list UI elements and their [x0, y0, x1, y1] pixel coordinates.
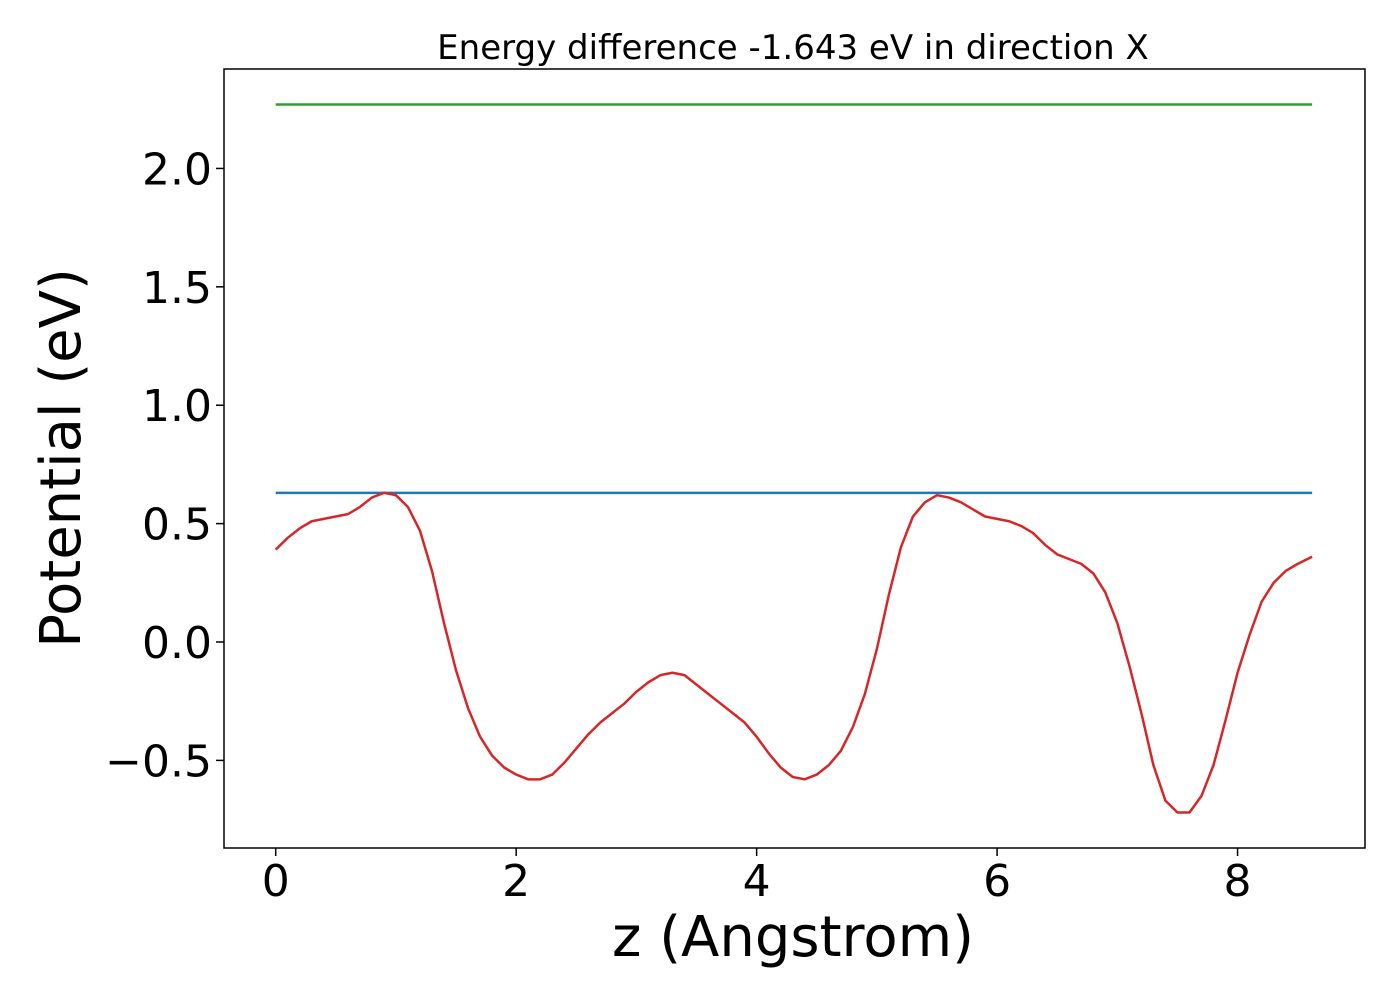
x-tick-label: 8	[1224, 856, 1252, 907]
y-tick-label: 1.0	[142, 381, 212, 432]
x-axis-label: z (Angstrom)	[612, 905, 974, 970]
x-tick-label: 4	[743, 856, 771, 907]
y-tick-label: 2.0	[142, 144, 212, 195]
y-axis-ticks: −0.5 0.0 0.5 1.0 1.5 2.0	[105, 144, 224, 787]
x-tick-label: 2	[502, 856, 530, 907]
chart-title: Energy difference -1.643 eV in direction…	[437, 28, 1149, 68]
x-tick-label: 0	[262, 856, 290, 907]
series-line-2	[274, 491, 1313, 814]
x-tick-label: 6	[983, 856, 1011, 907]
y-tick-label: 0.0	[142, 618, 212, 669]
y-tick-label: 1.5	[142, 263, 212, 314]
plot-frame	[223, 68, 1366, 849]
y-tick-label: 0.5	[142, 500, 212, 551]
series-layer	[274, 103, 1313, 814]
x-axis-ticks: 0 2 4 6 8	[262, 848, 1252, 907]
y-axis-label: Potential (eV)	[29, 268, 94, 648]
y-tick-label: −0.5	[105, 736, 212, 787]
